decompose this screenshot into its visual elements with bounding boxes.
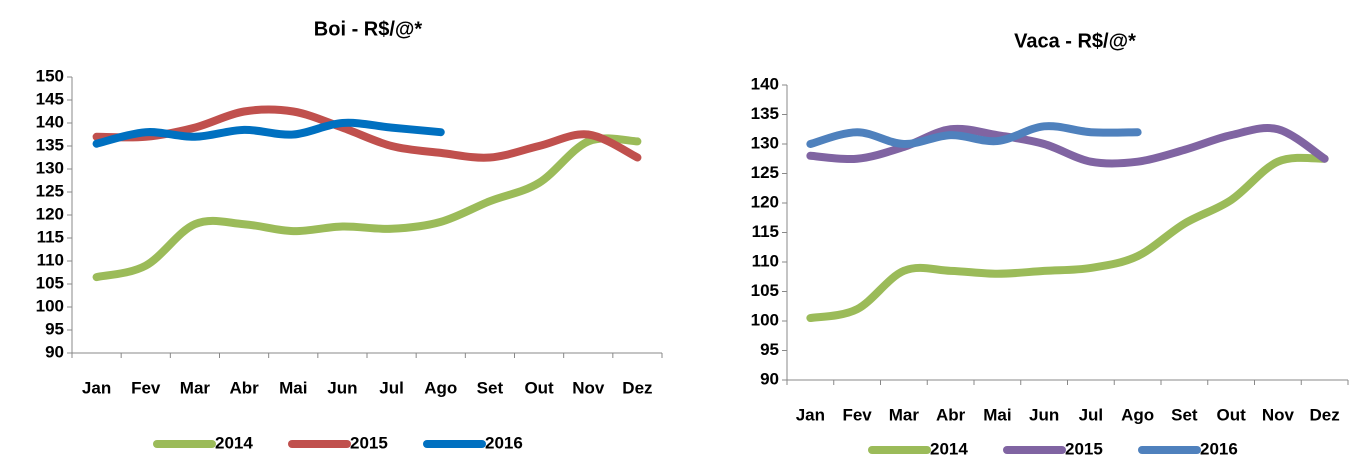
legend-label: 2016	[1200, 439, 1238, 457]
x-tick-label: Fev	[131, 378, 161, 397]
line-series	[92, 134, 642, 282]
line-series	[806, 122, 1142, 148]
y-tick-label: 90	[760, 369, 779, 388]
y-tick-label: 115	[37, 227, 64, 246]
y-tick-label: 95	[45, 319, 64, 338]
x-tick-label: Abr	[229, 378, 259, 397]
x-tick-label: Out	[524, 378, 554, 397]
y-tick-label: 110	[752, 251, 779, 270]
y-tick-label: 100	[751, 310, 779, 329]
legend-label: 2014	[930, 439, 968, 457]
x-tick-label: Mai	[983, 405, 1011, 424]
x-tick-label: Jan	[82, 378, 111, 397]
line-series	[806, 124, 1329, 168]
x-tick-label: Set	[477, 378, 504, 397]
y-tick-label: 135	[751, 104, 779, 123]
x-tick-label: Dez	[1310, 405, 1340, 424]
chart-title: Vaca - R$/@*	[1014, 30, 1136, 52]
y-tick-label: 140	[751, 74, 779, 93]
y-tick-label: 100	[36, 296, 64, 315]
y-tick-label: 105	[751, 281, 779, 300]
y-tick-label: 145	[36, 89, 64, 108]
chart-title: Boi - R$/@*	[314, 18, 423, 40]
x-tick-label: Jun	[1029, 405, 1059, 424]
x-tick-label: Jan	[796, 405, 825, 424]
y-tick-label: 130	[751, 133, 779, 152]
y-tick-label: 120	[36, 204, 64, 223]
x-tick-label: Mar	[180, 378, 211, 397]
y-tick-label: 95	[760, 340, 779, 359]
x-tick-label: Dez	[622, 378, 652, 397]
legend-label: 2015	[1065, 439, 1103, 457]
x-tick-label: Ago	[424, 378, 457, 397]
legend-label: 2014	[215, 433, 253, 452]
y-tick-label: 115	[752, 222, 779, 241]
y-tick-label: 105	[36, 273, 64, 292]
x-tick-label: Nov	[572, 378, 605, 397]
x-tick-label: Jul	[1079, 405, 1104, 424]
y-tick-label: 150	[36, 66, 64, 85]
x-tick-label: Out	[1216, 405, 1246, 424]
x-tick-label: Jun	[327, 378, 357, 397]
x-tick-label: Nov	[1262, 405, 1295, 424]
y-tick-label: 140	[36, 112, 64, 131]
x-tick-label: Mar	[889, 405, 920, 424]
y-tick-label: 130	[36, 158, 64, 177]
x-tick-label: Jul	[379, 378, 404, 397]
line-series	[92, 105, 642, 162]
y-tick-label: 125	[751, 163, 779, 182]
x-tick-label: Set	[1171, 405, 1198, 424]
x-tick-label: Mai	[279, 378, 307, 397]
x-tick-label: Ago	[1121, 405, 1154, 424]
legend-label: 2015	[350, 433, 388, 452]
y-tick-label: 120	[751, 192, 779, 211]
line-series	[806, 153, 1329, 323]
y-tick-label: 125	[36, 181, 64, 200]
y-tick-label: 110	[37, 250, 64, 269]
y-tick-label: 90	[45, 342, 64, 361]
line-series	[92, 118, 445, 148]
x-tick-label: Fev	[842, 405, 872, 424]
y-tick-label: 135	[36, 135, 64, 154]
x-tick-label: Abr	[936, 405, 966, 424]
legend-label: 2016	[485, 433, 523, 452]
